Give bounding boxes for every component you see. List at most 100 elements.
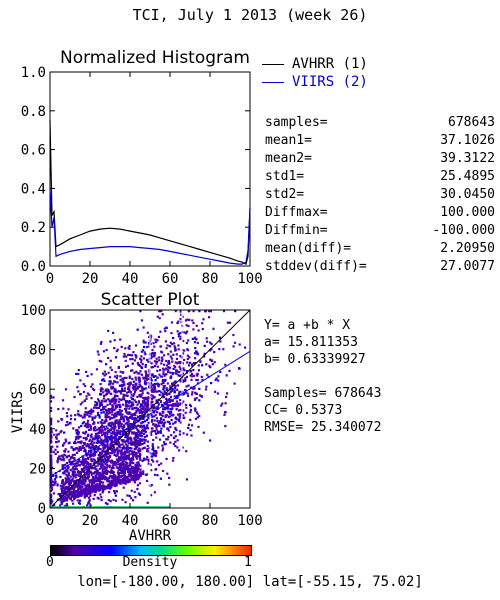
scatter-point [57, 458, 60, 461]
scatter-point [123, 398, 126, 401]
scatter-point [146, 400, 149, 403]
scatter-point [138, 441, 142, 444]
scatter-point [129, 390, 132, 393]
scatter-point [130, 443, 133, 446]
scatter-point [134, 436, 137, 439]
scatter-point [182, 339, 185, 343]
scatter-point [141, 363, 144, 366]
scatter-title: Scatter Plot [100, 290, 200, 310]
scatter-point [139, 403, 143, 406]
scatter-point [163, 327, 166, 330]
scatter-point [159, 345, 162, 348]
scatter-point [101, 428, 104, 431]
scatter-point [93, 467, 96, 470]
scatter-point [142, 397, 145, 400]
scatter-point [177, 348, 180, 351]
scatter-point [103, 488, 106, 491]
scatter-point [128, 344, 131, 348]
scatter-point [162, 422, 166, 425]
scatter-point [224, 363, 227, 366]
scatter-point [84, 436, 88, 440]
scatter-point [169, 411, 172, 414]
scatter-point [68, 459, 71, 462]
scatter-point [98, 414, 101, 417]
scatter-point [115, 390, 118, 393]
scatter-point [134, 443, 137, 446]
scatter-point [100, 401, 103, 405]
scatter-point [64, 492, 67, 495]
stat-label: stddev(diff)= [265, 259, 367, 274]
scatter-point [72, 463, 75, 466]
scatter-point [135, 406, 138, 409]
scatter-point [214, 378, 217, 381]
scatter-point [93, 404, 97, 407]
scatter-point [59, 457, 62, 461]
scatter-point [117, 390, 120, 393]
scatter-point [81, 444, 84, 448]
scatter-point [81, 468, 84, 471]
scatter-point [120, 452, 123, 455]
scatter-point [125, 407, 128, 410]
scatter-point [103, 450, 106, 453]
scatter-point [128, 472, 131, 475]
scatter-point [89, 447, 92, 450]
scatter-point [106, 503, 109, 506]
scatter-point [114, 474, 117, 477]
scatter-point [124, 501, 127, 504]
scatter-point [152, 407, 155, 410]
scatter-point [131, 467, 134, 470]
scatter-point [139, 432, 142, 435]
scatter-point [64, 440, 68, 443]
scatter-point [182, 400, 185, 403]
scatter-ytick-label: 20 [29, 461, 46, 477]
scatter-point [113, 416, 116, 419]
scatter-point [129, 473, 132, 476]
scatter-point [122, 481, 126, 484]
scatter-point [56, 484, 59, 487]
scatter-point [205, 385, 208, 388]
scatter-point [188, 356, 191, 359]
stat-label: Diffmin= [265, 223, 328, 238]
scatter-point [112, 471, 115, 475]
scatter-point [89, 438, 92, 441]
scatter-point [130, 438, 133, 442]
scatter-point [77, 472, 80, 475]
scatter-point [137, 400, 140, 403]
scatter-point [77, 435, 80, 439]
scatter-point [128, 375, 131, 378]
scatter-point [106, 487, 109, 490]
scatter-point-cloud [50, 310, 247, 508]
scatter-point [191, 337, 194, 340]
scatter-point [102, 391, 105, 394]
scatter-point [136, 477, 139, 480]
scatter-point [140, 409, 143, 412]
scatter-point [139, 443, 142, 446]
scatter-point [100, 496, 103, 499]
scatter-point [115, 419, 118, 422]
scatter-point [146, 455, 149, 458]
scatter-point [209, 366, 212, 369]
scatter-point [67, 442, 70, 445]
scatter-point [51, 445, 54, 448]
scatter-point [130, 431, 133, 434]
scatter-point [150, 404, 153, 407]
scatter-point [67, 450, 70, 453]
stat-value: 37.1026 [440, 133, 495, 148]
scatter-point [91, 410, 94, 413]
scatter-point [50, 489, 53, 492]
scatter-point [75, 490, 78, 493]
scatter-point [136, 372, 139, 375]
scatter-point [76, 461, 79, 464]
scatter-point [110, 461, 113, 464]
scatter-point [154, 414, 157, 417]
scatter-point [134, 414, 137, 417]
scatter-point [190, 372, 194, 375]
scatter-point [157, 432, 160, 435]
scatter-point [125, 443, 128, 446]
scatter-point [99, 383, 102, 386]
scatter-point [174, 366, 177, 369]
scatter-point [72, 502, 75, 505]
scatter-point [114, 499, 117, 502]
scatter-point [90, 458, 93, 461]
colorbar-min-label: 0 [46, 555, 54, 570]
